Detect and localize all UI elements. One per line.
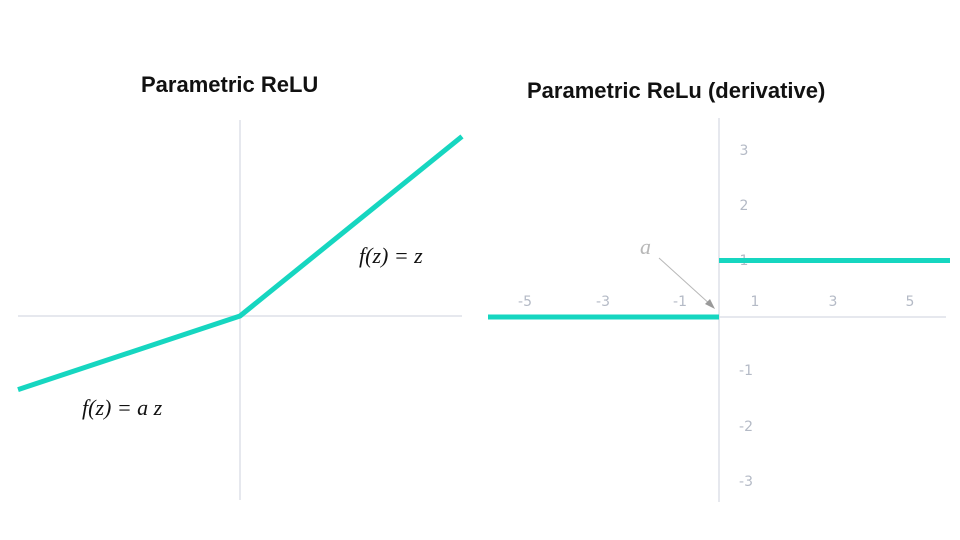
left-chart-title: Parametric ReLU xyxy=(141,72,319,97)
x-tick-label: -3 xyxy=(596,294,610,310)
positive-equation-label: f(z) = z xyxy=(359,243,423,268)
y-tick-label: 3 xyxy=(740,143,749,159)
y-tick-label: -3 xyxy=(739,474,753,490)
y-tick-label: -1 xyxy=(739,363,753,379)
slope-a-label: a xyxy=(640,234,651,259)
x-tick-label: -1 xyxy=(673,294,687,310)
x-tick-label: 3 xyxy=(829,294,838,310)
y-tick-label: 2 xyxy=(740,198,749,214)
x-tick-label: 1 xyxy=(751,294,760,310)
left-chart: f(z) = z f(z) = a z xyxy=(17,120,464,500)
y-tick-label: -2 xyxy=(739,419,753,435)
x-tick-label: -5 xyxy=(518,294,532,310)
annotation-arrow-line xyxy=(658,257,713,307)
x-tick-label: 5 xyxy=(906,294,915,310)
right-chart: -5 -3 -1 1 3 5 3 2 1 -1 -2 -3 a xyxy=(488,118,950,502)
annotation-arrow-head xyxy=(705,299,715,309)
right-chart-title: Parametric ReLu (derivative) xyxy=(527,78,826,103)
left-prelu-line xyxy=(17,134,464,392)
negative-equation-label: f(z) = a z xyxy=(82,395,163,420)
